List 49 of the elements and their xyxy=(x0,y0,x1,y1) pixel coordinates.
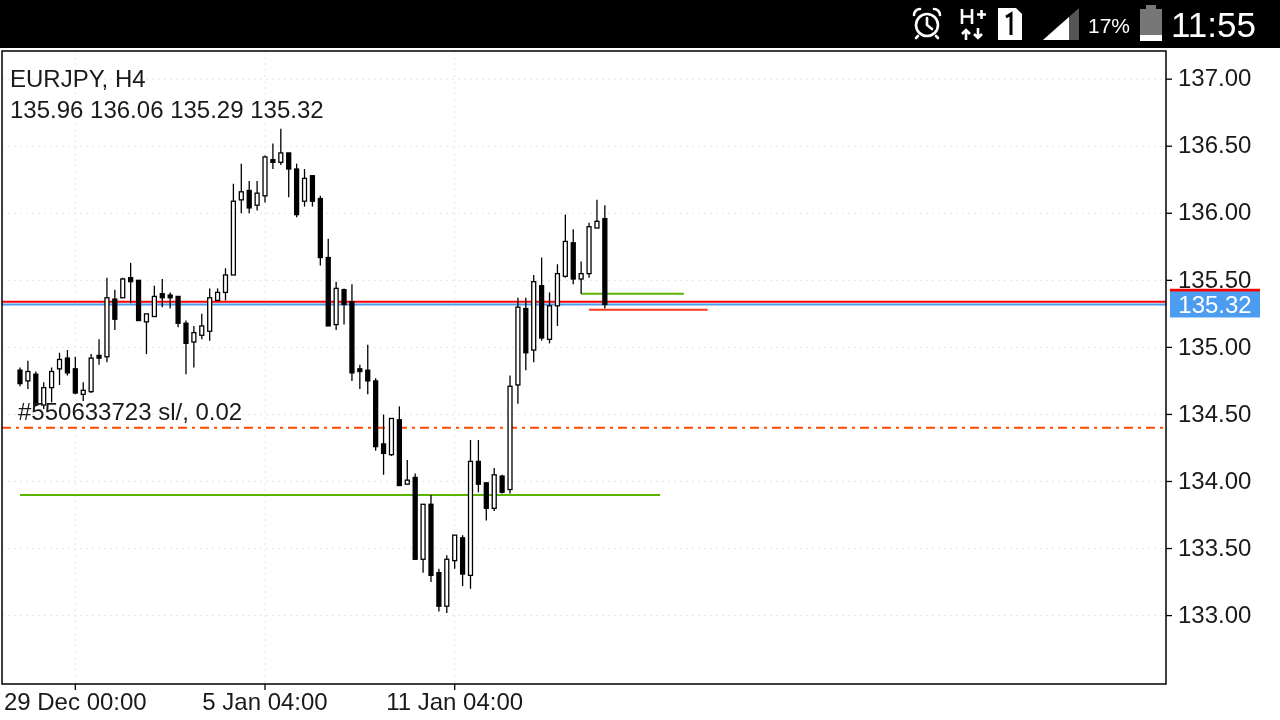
text: 11:55 xyxy=(1171,5,1256,44)
text: EURJPY, H4 xyxy=(10,65,146,92)
candlestick xyxy=(128,262,134,304)
candlestick xyxy=(404,459,410,485)
text: 17% xyxy=(1088,14,1131,37)
candlestick xyxy=(380,413,387,476)
y-tick-label: 133.00 xyxy=(1178,600,1252,628)
candlestick xyxy=(25,360,31,390)
candlestick xyxy=(199,313,205,340)
candlestick xyxy=(301,168,308,208)
x-tick-label: 29 Dec 00:00 xyxy=(3,688,147,715)
candlestick xyxy=(578,260,584,295)
candlestick xyxy=(270,142,276,170)
ref-line-label: #550633723 sl/, 0.02 xyxy=(18,397,243,425)
candlestick xyxy=(56,352,63,386)
candlestick xyxy=(254,180,260,212)
y-tick-label: 134.00 xyxy=(1178,466,1252,494)
y-tick-label: 136.50 xyxy=(1178,131,1252,159)
candlestick xyxy=(112,289,118,331)
candlestick xyxy=(159,278,165,308)
candlestick xyxy=(475,439,482,493)
candlestick xyxy=(278,128,284,166)
y-tick-label: 136.00 xyxy=(1178,198,1252,226)
candlestick xyxy=(238,163,244,214)
candlestick xyxy=(222,267,229,302)
y-tick-label: 137.00 xyxy=(1178,64,1252,92)
candlestick xyxy=(341,287,347,326)
candlestick xyxy=(151,285,157,318)
y-tick-label: 135.50 xyxy=(1178,265,1252,293)
y-tick-label: 135.00 xyxy=(1178,332,1252,360)
candlestick xyxy=(246,180,252,214)
candlestick xyxy=(183,319,189,375)
candlestick xyxy=(594,199,600,229)
candlestick xyxy=(191,325,197,369)
candlestick xyxy=(64,349,71,377)
candlestick xyxy=(96,338,102,366)
candlestick xyxy=(143,313,150,355)
x-tick-label: 11 Jan 04:00 xyxy=(386,688,524,715)
candlestick xyxy=(286,152,292,198)
y-tick-label: 133.50 xyxy=(1178,533,1252,561)
ref-line-label: 135.32 xyxy=(1178,291,1252,319)
text: 135.96 136.06 135.29 135.32 xyxy=(10,96,324,123)
candlestick xyxy=(80,381,86,402)
y-tick-label: 134.50 xyxy=(1178,399,1252,427)
candlestick xyxy=(357,364,363,390)
x-tick-label: 5 Jan 04:00 xyxy=(202,688,328,715)
candlestick xyxy=(48,366,55,404)
candlestick xyxy=(17,366,23,387)
candlestick xyxy=(365,344,371,395)
